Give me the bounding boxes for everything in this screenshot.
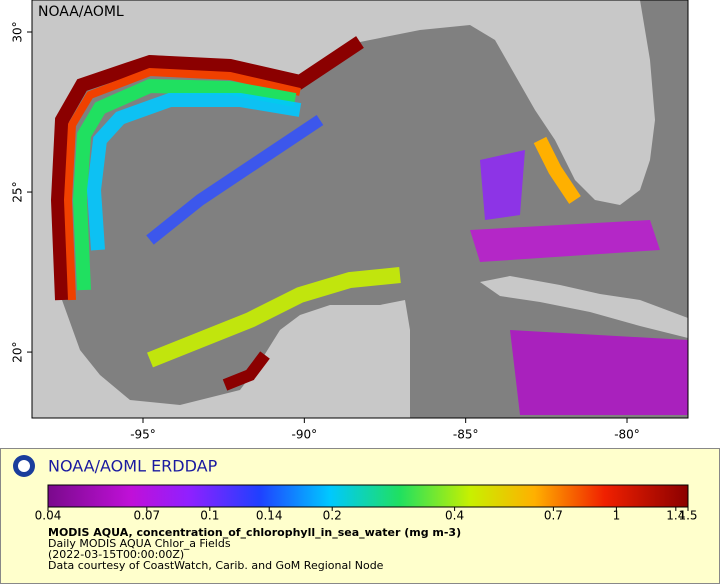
info-line: Daily MODIS AQUA Chlor_a Fields <box>48 537 231 550</box>
colorbar-tick-label: 0.4 <box>445 509 464 523</box>
chlorophyll-offshore <box>146 115 324 245</box>
colorbar-tick-label: 1 <box>613 509 621 523</box>
footer-title: NOAA/AOML ERDDAP <box>48 457 218 476</box>
colorbar-tick-label: 0.14 <box>256 509 283 523</box>
colorbar-tick-label: 0.04 <box>35 509 62 523</box>
variable-label: MODIS AQUA, concentration_of_chlorophyll… <box>48 526 461 539</box>
chlorophyll-yucatan <box>147 267 401 368</box>
info-line: Data courtesy of CoastWatch, Carib. and … <box>48 559 384 572</box>
map-frame <box>31 0 689 419</box>
y-tick-label: 20° <box>11 341 25 362</box>
colorbar-tick-label: 0.2 <box>323 509 342 523</box>
map-watermark: NOAA/AOML <box>38 4 124 20</box>
colorbar-tick-label: 0.07 <box>133 509 160 523</box>
colorbar-tick-label: 0.7 <box>544 509 563 523</box>
x-tick-label: -80° <box>614 428 640 442</box>
chlorophyll-shelf <box>72 78 297 291</box>
axes: -95° -90° -85° -80° 20° 25° 30° <box>11 21 640 441</box>
chlorophyll-campeche <box>222 351 270 391</box>
legend-panel <box>0 448 720 584</box>
chlorophyll-coastal <box>50 36 364 301</box>
chlorophyll-florida <box>533 136 581 204</box>
chlorophyll-outer <box>86 93 302 251</box>
land-cuba <box>480 276 688 338</box>
y-tick-label: 25° <box>11 181 25 202</box>
chlorophyll-east <box>480 150 525 220</box>
info-line: (2022-03-15T00:00:00Z) <box>48 548 184 561</box>
colorbar-tick-label: 1.5 <box>678 509 697 523</box>
chlorophyll-straits <box>470 220 660 262</box>
x-tick-label: -85° <box>453 428 479 442</box>
y-tick-label: 30° <box>11 21 25 42</box>
colorbar-tick-label: 0.1 <box>200 509 219 523</box>
noaa-logo-inner <box>18 460 30 472</box>
x-tick-label: -90° <box>292 428 318 442</box>
x-tick-label: -95° <box>130 428 156 442</box>
chlorophyll-caribbean <box>510 330 688 415</box>
map: NOAA/AOML <box>32 0 688 418</box>
chlorophyll-mid <box>63 67 301 301</box>
colorbar <box>47 484 689 508</box>
colorbar-axis: 0.04 0.07 0.1 0.14 0.2 0.4 0.7 1 1.41.5 <box>35 507 698 523</box>
colorbar-tick-label: 1.4 <box>666 509 685 523</box>
